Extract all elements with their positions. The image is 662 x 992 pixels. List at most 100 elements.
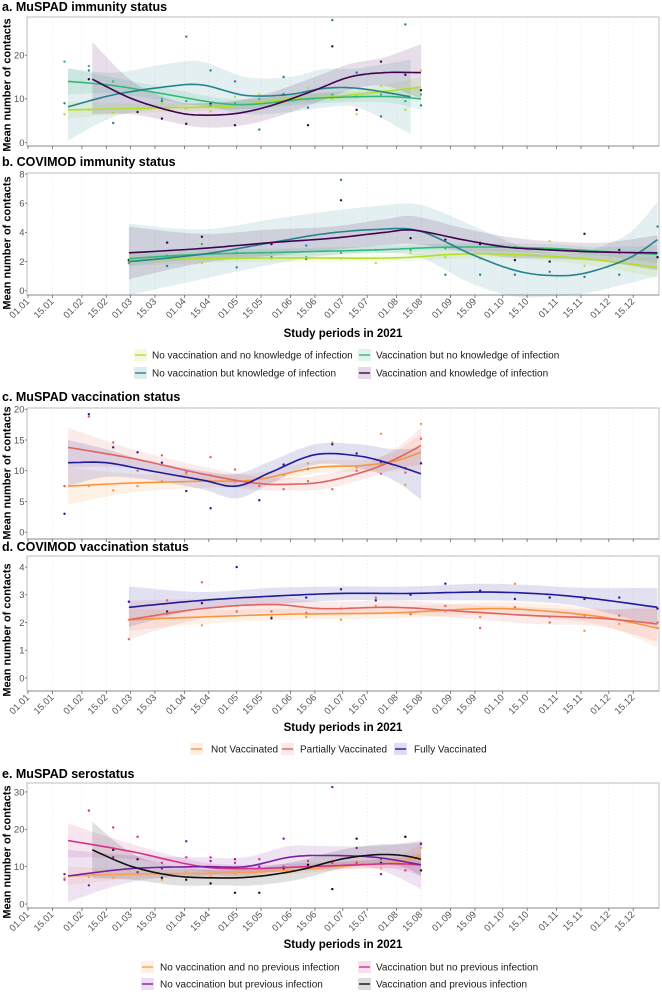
panel-title: d. COVIMOD vaccination status [2,540,189,554]
data-point [419,93,423,96]
data-point [165,610,169,613]
data-point [331,785,334,789]
x-tick-label: 15.01 [32,909,57,934]
data-point [409,613,412,616]
data-point [112,446,115,449]
x-tick-label: 01.04 [164,909,189,934]
data-point [331,18,334,22]
confidence-band [128,249,658,278]
data-point [87,809,91,812]
data-point [331,441,334,444]
x-tick-label: 15.04 [188,692,213,717]
x-axis-label: Study periods in 2021 [284,722,403,734]
data-point [656,225,659,228]
data-point [331,93,334,96]
data-point [258,869,261,872]
data-point [355,861,358,865]
data-point [548,260,551,263]
data-point [444,604,447,608]
data-point [112,489,115,492]
data-point [618,622,621,626]
data-point [374,599,377,602]
legend: No vaccination and no previous infection… [141,961,538,991]
smooth-line [128,246,658,260]
y-tick-label: 20 [14,405,25,416]
legend: No vaccination and no knowledge of infec… [134,349,559,380]
data-point [209,859,212,863]
data-point [339,618,343,621]
data-point [270,617,273,620]
data-point [160,99,164,103]
y-tick-label: 1 [19,646,24,657]
x-tick-label: 15.02 [86,692,111,717]
data-point [409,237,412,240]
data-point [209,104,212,107]
data-point [63,872,66,876]
x-tick-label: 01.10 [482,692,507,717]
x-tick-label: 15.04 [188,909,213,934]
x-tick-label: 15.09 [454,692,479,717]
data-point [331,487,334,491]
legend-label: Vaccination and previous infection [376,980,527,991]
data-point [583,232,586,236]
x-tick-label: 01.10 [482,296,507,321]
panel-d: d. COVIMOD vaccination status Mean number… [2,540,660,756]
data-point [209,69,212,72]
x-tick-label: 01.05 [216,692,241,717]
data-point [306,123,310,127]
data-point [160,97,164,101]
data-point [419,88,423,92]
smooth-line [91,71,421,116]
data-point [444,256,447,259]
x-tick-label: 01.07 [322,296,347,321]
data-point [258,499,261,502]
data-point [355,466,358,469]
data-point [233,891,237,894]
y-axis-label: Mean number of contacts [2,18,14,151]
x-tick-label: 15.03 [134,909,159,934]
data-point [305,596,308,599]
panel-b: b. COVIMOD immunity status Mean number of… [2,155,660,380]
x-tick-label: 15.08 [401,296,426,321]
data-point [404,869,407,872]
data-point [87,415,91,418]
data-point [209,109,212,113]
y-tick-label: 10 [14,862,25,873]
x-tick-label: 15.03 [134,692,159,717]
data-point [160,461,164,464]
data-point [355,859,358,863]
data-point [87,78,91,81]
x-tick-label: 15.08 [401,692,426,717]
smooth-line [68,452,422,488]
data-point [87,412,91,416]
data-point [136,835,139,838]
data-point [419,104,423,107]
data-point [282,487,285,491]
data-point [656,607,659,610]
data-point [374,261,377,265]
panel-c: c. MuSPAD vaccination status Mean number … [2,390,660,542]
data-point [379,84,383,87]
data-point [235,266,238,269]
x-tick-label: 01.04 [164,296,189,321]
data-point [209,882,212,885]
data-point [270,610,273,613]
data-point [478,273,482,276]
data-point [185,472,188,476]
data-point [87,69,91,72]
confidence-band [128,215,658,280]
x-tick-label: 01.12 [588,909,613,934]
y-tick-label: 0 [19,286,24,297]
smooth-line [67,86,422,111]
data-point [160,876,164,880]
data-point [200,624,204,627]
legend-label: No vaccination but knowledge of infectio… [152,369,336,380]
data-point [209,507,212,510]
y-tick-label: 15 [14,435,25,446]
x-tick-label: 01.06 [270,909,295,934]
data-point [185,489,188,493]
y-tick-label: 0 [19,899,24,910]
data-point [618,596,621,599]
confidence-band [128,596,658,642]
data-point [87,64,91,68]
